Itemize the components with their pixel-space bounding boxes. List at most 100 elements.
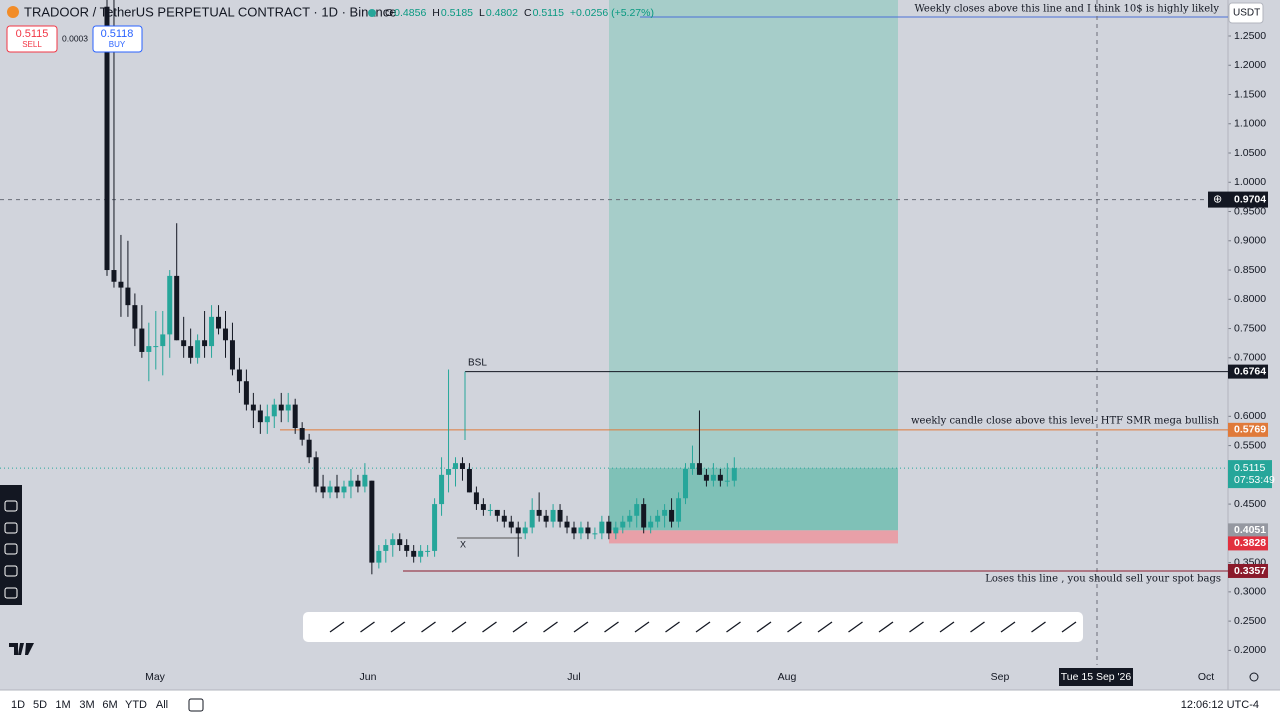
timeframe[interactable]: 3M [79, 699, 94, 711]
candle-body [229, 340, 235, 370]
drawing-tool[interactable] [909, 621, 924, 633]
x-tick-label: Aug [778, 671, 797, 683]
drawing-tool[interactable] [390, 621, 406, 633]
level-text: weekly candle close above this level- HT… [911, 415, 1220, 426]
candle-body [425, 550, 431, 552]
crosshair-date-bg [1059, 668, 1133, 686]
drawing-tool[interactable] [695, 621, 711, 633]
timeframe[interactable]: YTD [125, 699, 147, 711]
candle-body [508, 521, 514, 528]
candle-body [278, 404, 284, 411]
drawing-tool[interactable] [329, 621, 345, 633]
sell-price[interactable]: 0.5115 [16, 28, 49, 40]
timeframe[interactable]: All [156, 699, 168, 711]
candle-body [299, 428, 305, 440]
drawing-tool[interactable] [756, 621, 772, 633]
side-tool[interactable] [4, 587, 18, 599]
crosshair-plus: ⊕ [1213, 193, 1222, 205]
candle-body [320, 486, 326, 493]
ohlc-key: O [385, 7, 393, 19]
drawing-tool[interactable] [360, 621, 375, 633]
drawing-tool[interactable] [421, 621, 436, 633]
drawing-tool[interactable] [512, 621, 528, 633]
timeframe[interactable]: 6M [102, 699, 117, 711]
y-tick-label: 1.1500 [1234, 88, 1266, 100]
candle-body [139, 328, 145, 352]
candle-body [181, 340, 187, 347]
drawing-tool[interactable] [939, 621, 955, 633]
drawing-tool[interactable] [573, 621, 589, 633]
candle-body [327, 486, 333, 493]
stop-zone [609, 530, 898, 544]
price-label: 0.4051 [1234, 524, 1266, 536]
change: +0.0256 (+5.27%) [570, 7, 654, 19]
candle-body [557, 509, 563, 522]
target-zone [609, 0, 898, 469]
currency[interactable]: USDT [1233, 8, 1260, 19]
candle-body [606, 521, 612, 534]
candle-body [341, 486, 347, 493]
candle-body [494, 509, 500, 516]
drawing-tool[interactable] [1000, 621, 1016, 633]
candle-body [216, 316, 222, 329]
ohlc-value: 0.4856 [394, 7, 426, 19]
candle-body [717, 474, 723, 481]
drawing-tool[interactable] [451, 621, 467, 633]
drawing-tool[interactable] [970, 621, 985, 633]
x-tick-label: Sep [991, 671, 1010, 683]
currency-box[interactable] [1228, 2, 1264, 24]
buy-label[interactable]: BUY [109, 40, 126, 49]
sell-label[interactable]: SELL [22, 40, 42, 49]
candle-body [355, 480, 361, 487]
drawing-tool[interactable] [634, 621, 650, 633]
drawing-toolbar [303, 612, 1083, 642]
drawing-tool[interactable] [1031, 621, 1046, 633]
sell-box[interactable] [6, 25, 58, 53]
drawing-tool[interactable] [817, 621, 833, 633]
candle-body [724, 480, 730, 482]
drawing-tool[interactable] [787, 621, 802, 633]
buy-price[interactable]: 0.5118 [101, 28, 134, 40]
drawing-tool[interactable] [482, 621, 497, 633]
side-tool[interactable] [4, 565, 18, 577]
tv-logo-shape [9, 643, 34, 655]
settings-icon[interactable] [1249, 672, 1259, 682]
y-tick-label: 0.7500 [1234, 322, 1266, 334]
ohlc-key: L [479, 7, 485, 19]
y-tick-label: 0.7000 [1234, 352, 1266, 364]
side-toolbar [0, 485, 22, 605]
side-tool[interactable] [4, 522, 18, 534]
candle-body [383, 545, 389, 551]
calendar-icon[interactable] [188, 698, 204, 712]
price-label: 0.6764 [1234, 365, 1266, 377]
timeframe[interactable]: 5D [33, 699, 47, 711]
candle-body [655, 515, 661, 522]
side-tool[interactable] [4, 500, 18, 512]
candle-body [459, 463, 465, 469]
candle-body [689, 463, 695, 469]
candle-body [195, 340, 201, 358]
candle-body [453, 463, 458, 469]
drawing-tool[interactable] [726, 621, 741, 633]
timeframe[interactable]: 1D [11, 699, 25, 711]
candle-body [167, 275, 173, 335]
timeframe[interactable]: 1M [55, 699, 70, 711]
drawing-tool[interactable] [665, 621, 680, 633]
price-label: 0.3357 [1234, 565, 1266, 577]
price-label-bg [1228, 536, 1268, 551]
y-tick-label: 0.5500 [1234, 439, 1266, 451]
candle-body [592, 533, 598, 535]
candle-body [376, 550, 382, 563]
candle-body [292, 404, 298, 429]
y-tick-label: 1.1000 [1234, 118, 1266, 130]
drawing-tool[interactable] [604, 621, 619, 633]
candle-body [188, 346, 194, 358]
buy-box[interactable] [92, 25, 143, 53]
drawing-tool[interactable] [1061, 621, 1077, 633]
side-tool[interactable] [4, 543, 18, 555]
drawing-tool[interactable] [848, 621, 863, 633]
drawing-tool[interactable] [878, 621, 894, 633]
drawing-tool[interactable] [543, 621, 558, 633]
candle-body [202, 340, 208, 347]
candle-body [641, 504, 647, 528]
